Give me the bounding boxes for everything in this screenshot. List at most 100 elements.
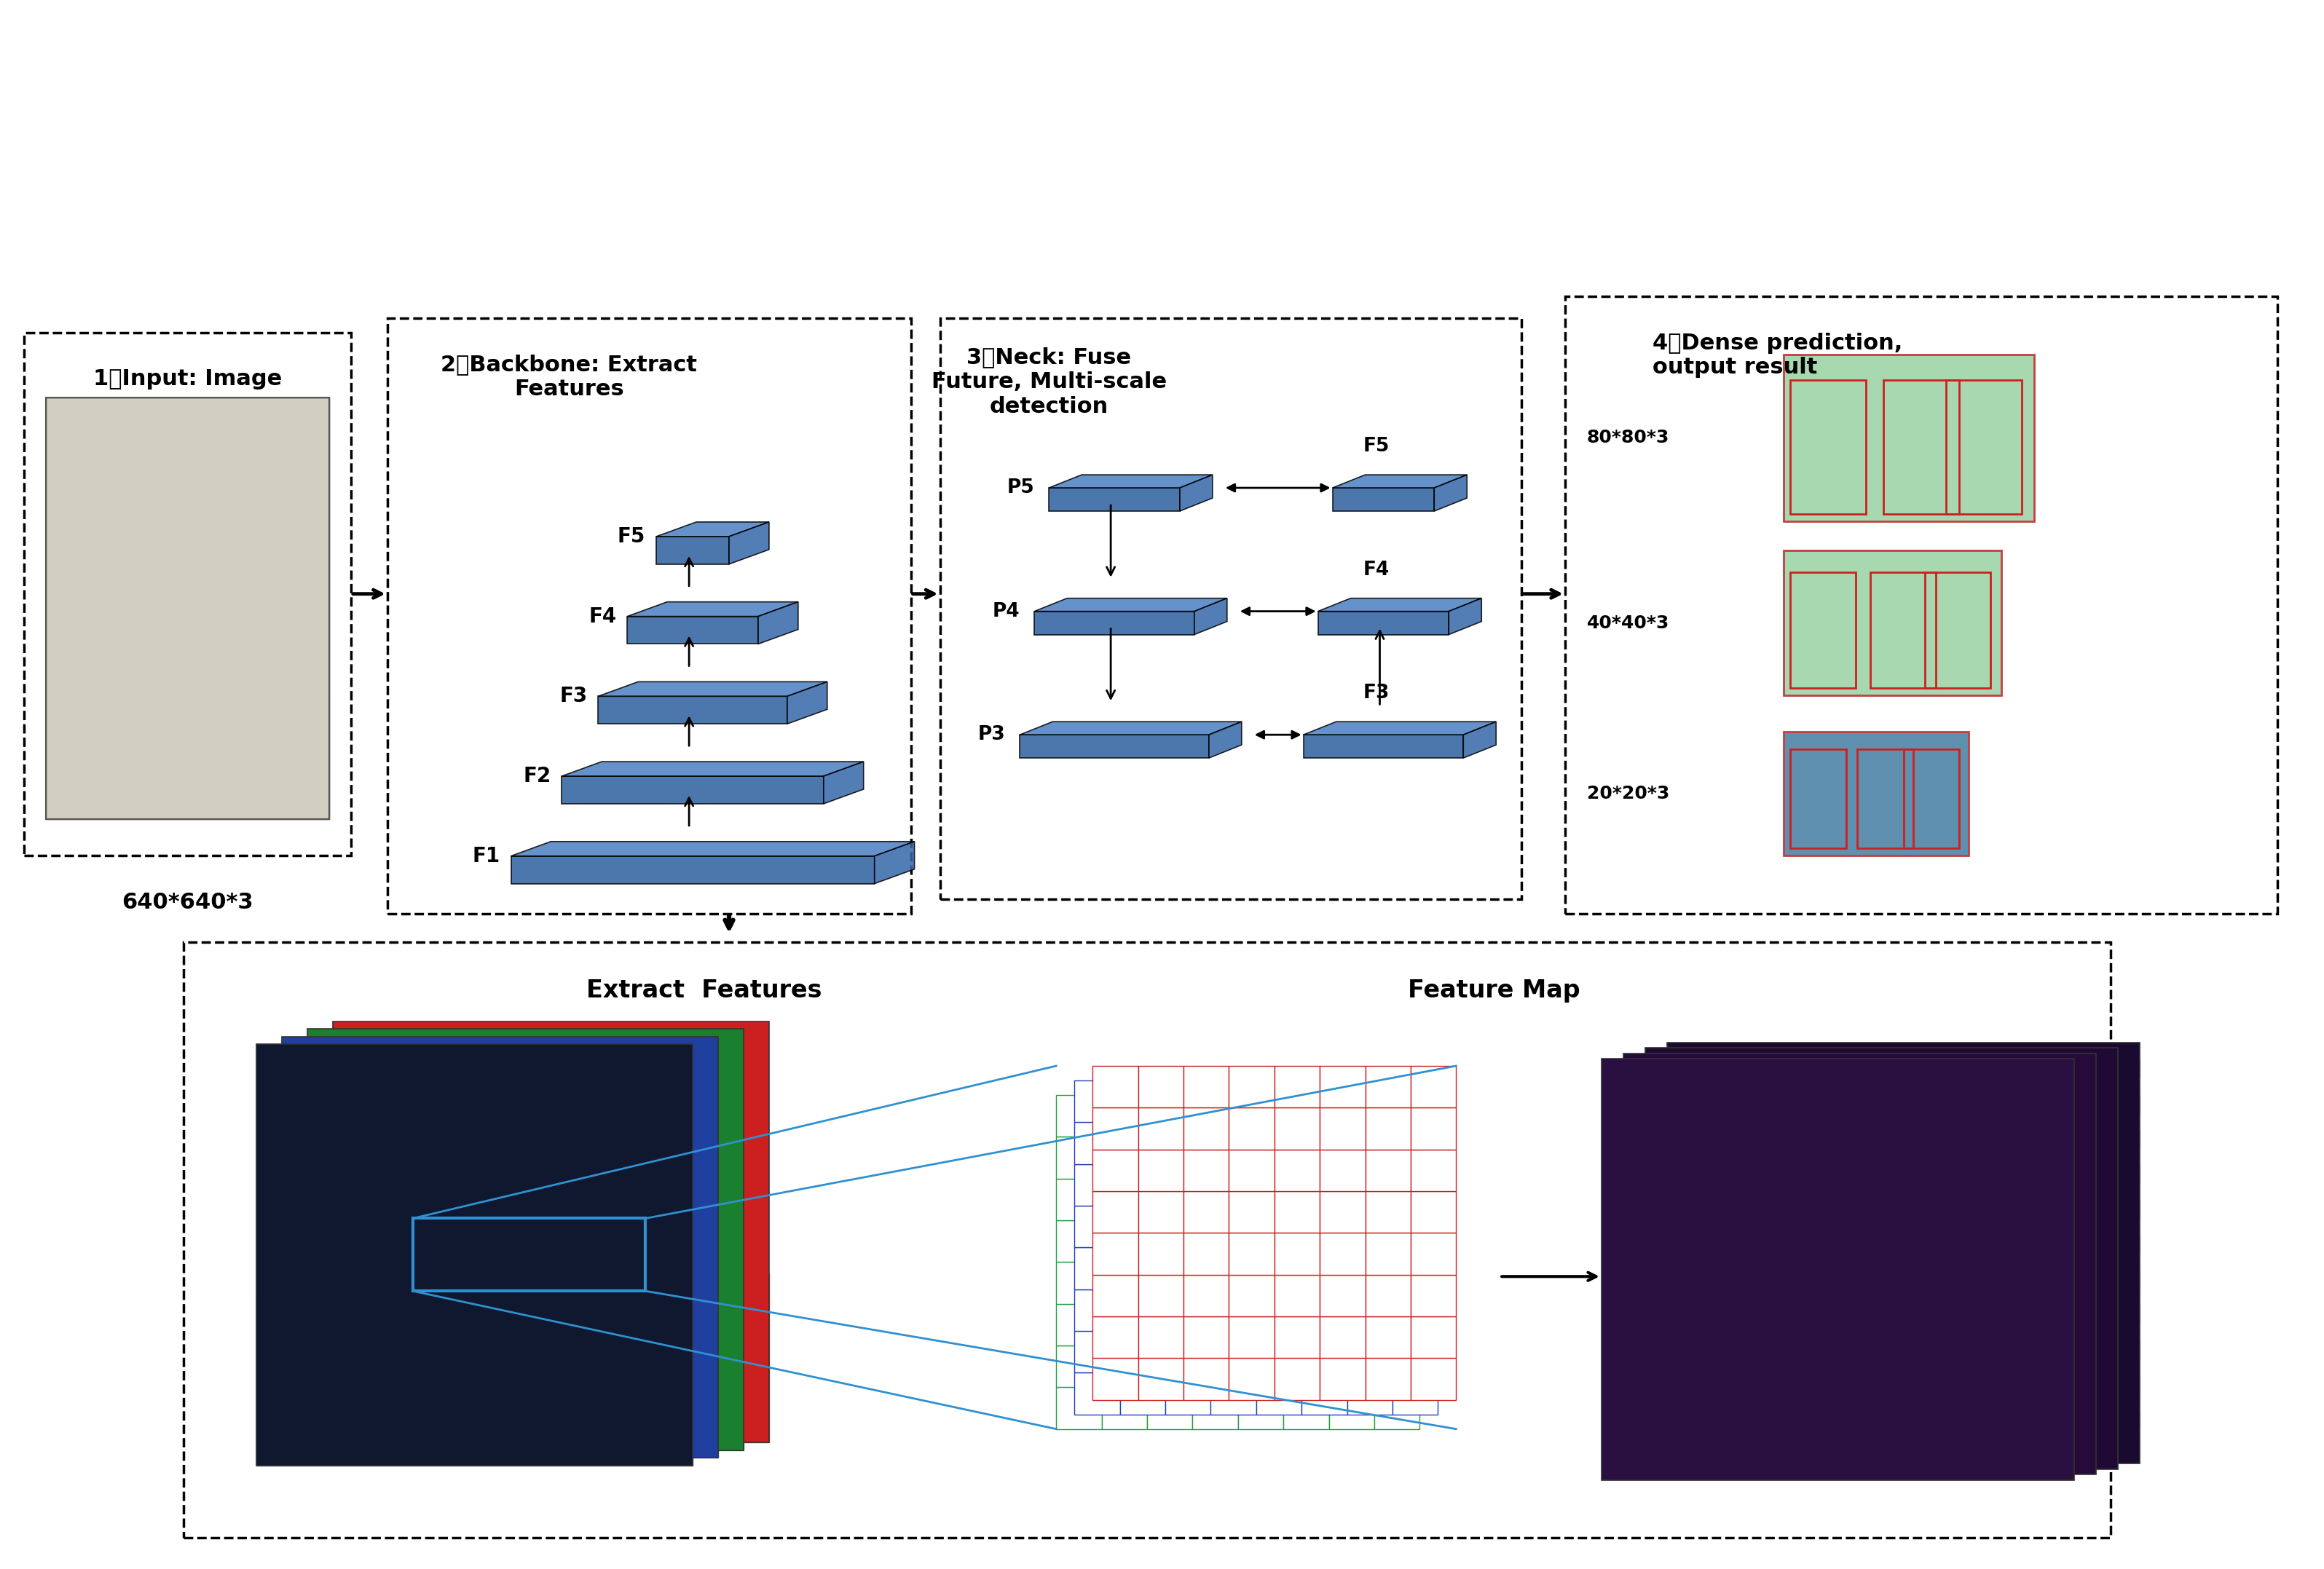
Bar xyxy=(1274,1274,1320,1316)
Bar xyxy=(1074,1164,1120,1205)
Bar xyxy=(1183,1233,1229,1274)
Polygon shape xyxy=(511,841,913,857)
Bar xyxy=(1120,1373,1164,1415)
Bar xyxy=(1229,1150,1274,1191)
Polygon shape xyxy=(655,522,769,537)
Bar xyxy=(1373,1387,1420,1429)
Polygon shape xyxy=(1048,488,1181,511)
Bar xyxy=(1092,1316,1139,1359)
Bar xyxy=(1789,750,1845,847)
Polygon shape xyxy=(562,777,823,803)
Text: P4: P4 xyxy=(992,602,1020,621)
Bar xyxy=(1392,1331,1439,1373)
Text: 3、Neck: Fuse
Future, Multi-scale
detection: 3、Neck: Fuse Future, Multi-scale detecti… xyxy=(932,347,1167,417)
Bar xyxy=(1164,1247,1211,1290)
Bar xyxy=(1120,1205,1164,1247)
Bar xyxy=(281,1037,718,1458)
Bar xyxy=(1364,1359,1411,1400)
Polygon shape xyxy=(627,602,797,617)
Bar xyxy=(1364,1274,1411,1316)
Bar xyxy=(1239,1387,1283,1429)
Bar xyxy=(1348,1290,1392,1331)
Bar xyxy=(1139,1316,1183,1359)
Polygon shape xyxy=(1020,722,1241,734)
Bar xyxy=(1164,1205,1211,1247)
Polygon shape xyxy=(511,857,874,883)
Bar xyxy=(1329,1221,1373,1261)
Text: P3: P3 xyxy=(978,725,1006,744)
Bar xyxy=(1329,1261,1373,1304)
Bar xyxy=(1055,1095,1102,1136)
Bar xyxy=(1320,1065,1364,1108)
Bar xyxy=(1148,1095,1192,1136)
Bar xyxy=(1301,1373,1348,1415)
Bar xyxy=(1183,1108,1229,1150)
Bar xyxy=(1092,1274,1139,1316)
Bar xyxy=(1392,1081,1439,1122)
Bar xyxy=(1564,297,2278,913)
Bar xyxy=(1301,1290,1348,1331)
Bar xyxy=(1392,1164,1439,1205)
Bar xyxy=(1373,1221,1420,1261)
Text: P5: P5 xyxy=(1006,479,1034,497)
Bar xyxy=(1120,1081,1164,1122)
Polygon shape xyxy=(1304,722,1497,734)
Bar xyxy=(1092,1108,1139,1150)
Bar xyxy=(1274,1316,1320,1359)
Bar xyxy=(1192,1261,1239,1304)
Bar xyxy=(1320,1233,1364,1274)
Bar xyxy=(1283,1304,1329,1346)
Polygon shape xyxy=(1208,722,1241,758)
Bar xyxy=(1229,1274,1274,1316)
Bar xyxy=(1392,1290,1439,1331)
Polygon shape xyxy=(730,522,769,565)
Bar xyxy=(1783,731,1968,855)
Text: F4: F4 xyxy=(1362,560,1390,579)
Bar xyxy=(332,1021,769,1442)
Bar xyxy=(1257,1164,1301,1205)
Bar xyxy=(1411,1191,1457,1233)
Bar xyxy=(256,1043,693,1465)
Bar xyxy=(1257,1081,1301,1122)
Bar xyxy=(1120,1290,1164,1331)
Bar xyxy=(1373,1346,1420,1387)
Bar xyxy=(1274,1191,1320,1233)
Text: 640*640*3: 640*640*3 xyxy=(121,891,253,913)
Bar xyxy=(1348,1122,1392,1164)
Bar xyxy=(1164,1331,1211,1373)
Bar xyxy=(1139,1274,1183,1316)
Bar xyxy=(1283,1136,1329,1178)
Bar xyxy=(1364,1108,1411,1150)
Bar xyxy=(1139,1108,1183,1150)
Bar xyxy=(1320,1150,1364,1191)
Bar xyxy=(414,1219,646,1291)
Bar xyxy=(1411,1233,1457,1274)
Polygon shape xyxy=(1034,598,1227,612)
Bar xyxy=(1348,1205,1392,1247)
Polygon shape xyxy=(1020,734,1208,758)
Bar xyxy=(1411,1150,1457,1191)
Bar xyxy=(1192,1221,1239,1261)
Bar xyxy=(1211,1290,1257,1331)
Bar xyxy=(1283,1346,1329,1387)
Bar xyxy=(1320,1359,1364,1400)
Bar xyxy=(1055,1136,1102,1178)
Bar xyxy=(1164,1373,1211,1415)
Bar xyxy=(1857,750,1913,847)
Bar xyxy=(1148,1261,1192,1304)
Text: Extract  Features: Extract Features xyxy=(586,979,823,1003)
Bar xyxy=(1148,1346,1192,1387)
Bar xyxy=(1102,1221,1148,1261)
Bar xyxy=(1301,1122,1348,1164)
Bar xyxy=(1789,380,1866,515)
Bar xyxy=(1074,1122,1120,1164)
Bar xyxy=(1164,1122,1211,1164)
Bar xyxy=(1945,380,2022,515)
Polygon shape xyxy=(1318,598,1480,612)
Bar xyxy=(1164,1290,1211,1331)
Text: 80*80*3: 80*80*3 xyxy=(1587,428,1669,447)
Polygon shape xyxy=(597,697,788,723)
Bar xyxy=(1373,1178,1420,1221)
Bar xyxy=(1411,1274,1457,1316)
Bar xyxy=(1139,1359,1183,1400)
